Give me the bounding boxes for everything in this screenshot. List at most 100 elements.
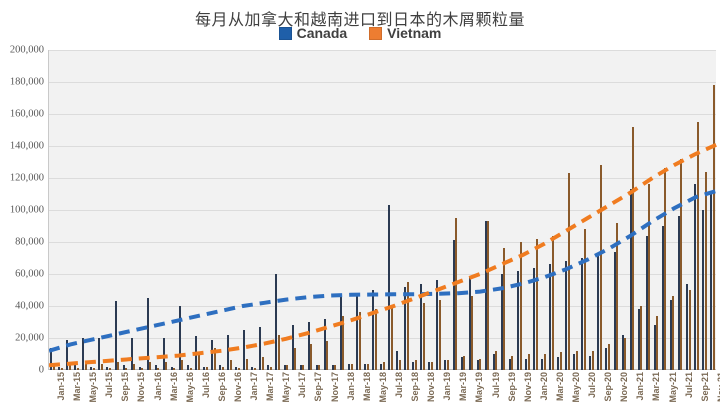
bar-vietnam — [52, 365, 55, 370]
x-axis-tick: Jul-16 — [200, 372, 211, 399]
bar-vietnam — [559, 352, 562, 370]
bar-group — [516, 50, 525, 370]
bar-group — [420, 50, 428, 370]
bar-vietnam — [133, 363, 136, 370]
x-axis-tick: May-18 — [377, 372, 388, 403]
bar-vietnam — [479, 358, 482, 370]
x-axis-tick: Nov-15 — [136, 372, 147, 403]
x-axis-tick: Jul-20 — [587, 372, 598, 399]
x-axis-tick: Nov-18 — [426, 372, 437, 403]
bar-vietnam — [704, 171, 707, 370]
bar-vietnam — [310, 344, 313, 370]
chart-legend: Canada Vietnam — [0, 25, 720, 41]
bar-vietnam — [253, 368, 256, 370]
x-axis-tick: Mar-15 — [72, 372, 83, 402]
bar-vietnam — [181, 360, 184, 370]
bar-canada — [114, 301, 117, 370]
bar-group — [452, 50, 461, 370]
bar-group — [533, 50, 541, 370]
bar-group — [114, 50, 123, 370]
bar-canada — [299, 365, 302, 370]
bar-vietnam — [519, 242, 522, 370]
legend-label-vietnam: Vietnam — [387, 25, 442, 41]
bar-vietnam — [229, 360, 232, 370]
bar-vietnam — [261, 357, 264, 370]
legend-item-vietnam[interactable]: Vietnam — [369, 25, 441, 41]
bar-canada — [186, 365, 189, 370]
bar-group — [74, 50, 82, 370]
y-axis-tick: 120,000 — [9, 172, 44, 184]
bar-vietnam — [447, 360, 450, 370]
bar-vietnam — [712, 85, 715, 370]
bar-group — [259, 50, 267, 370]
bar-group — [581, 50, 589, 370]
bar-vietnam — [117, 362, 120, 370]
bar-vietnam — [165, 362, 168, 370]
x-axis-tick: Jan-21 — [635, 372, 646, 401]
x-axis-tick: Nov-17 — [329, 372, 340, 403]
bar-vietnam — [109, 368, 112, 370]
bar-group — [573, 50, 581, 370]
bar-group — [299, 50, 308, 370]
bar-vietnam — [471, 296, 474, 370]
bar-group — [138, 50, 147, 370]
bar-vietnam — [503, 248, 506, 370]
bar-group — [364, 50, 372, 370]
bar-group — [541, 50, 549, 370]
x-axis-tick: May-19 — [474, 372, 485, 403]
x-axis-tick: Jul-19 — [490, 372, 501, 399]
bar-group — [693, 50, 702, 370]
bar-group — [203, 50, 211, 370]
bar-group — [380, 50, 388, 370]
bar-group — [388, 50, 396, 370]
bar-vietnam — [664, 168, 667, 370]
bar-canada — [219, 365, 222, 370]
bar-group — [227, 50, 235, 370]
bar-group — [629, 50, 638, 370]
x-axis-tick: May-16 — [184, 372, 195, 403]
bar-vietnam — [616, 222, 619, 370]
bar-group — [605, 50, 613, 370]
bar-group — [436, 50, 444, 370]
bar-group — [500, 50, 509, 370]
bar-vietnam — [157, 368, 160, 370]
bar-vietnam — [463, 355, 466, 370]
bar-group — [613, 50, 622, 370]
bar-group — [404, 50, 412, 370]
bar-group — [589, 50, 597, 370]
plot-area — [48, 50, 717, 370]
bar-group — [154, 50, 163, 370]
bar-group — [685, 50, 694, 370]
x-axis-tick: Jul-17 — [297, 372, 308, 399]
bar-canada — [154, 365, 157, 370]
bar-group — [645, 50, 654, 370]
bar-group — [66, 50, 74, 370]
y-axis-tick: 20,000 — [15, 332, 44, 344]
y-axis-tick: 100,000 — [9, 204, 44, 216]
bar-vietnam — [382, 362, 385, 370]
y-axis: 0 20,000 40,000 60,000 80,000 100,000 120,000 1… — [0, 45, 44, 376]
legend-item-canada[interactable]: Canada — [278, 25, 347, 41]
x-axis-tick: Nov-20 — [619, 372, 630, 403]
bar-vietnam — [245, 358, 248, 370]
x-axis-tick: Nov-19 — [522, 372, 533, 403]
x-axis-tick: May-20 — [571, 372, 581, 403]
bar-vietnam — [197, 354, 200, 370]
bar-vietnam — [599, 165, 602, 370]
x-axis-tick: Jul-21 — [683, 372, 694, 399]
bar-group — [396, 50, 404, 370]
bar-canada — [235, 366, 238, 370]
bar-vietnam — [237, 368, 240, 370]
bar-group — [122, 50, 131, 370]
bar-group — [243, 50, 251, 370]
bar-group — [492, 50, 501, 370]
bar-canada — [138, 366, 141, 370]
bar-group — [307, 50, 316, 370]
bar-vietnam — [189, 368, 192, 370]
bar-group — [283, 50, 292, 370]
bar-group — [251, 50, 259, 370]
bar-group — [98, 50, 106, 370]
bar-vietnam — [439, 299, 442, 370]
bar-vietnam — [390, 306, 393, 370]
x-axis-tick: Jan-17 — [249, 372, 260, 401]
